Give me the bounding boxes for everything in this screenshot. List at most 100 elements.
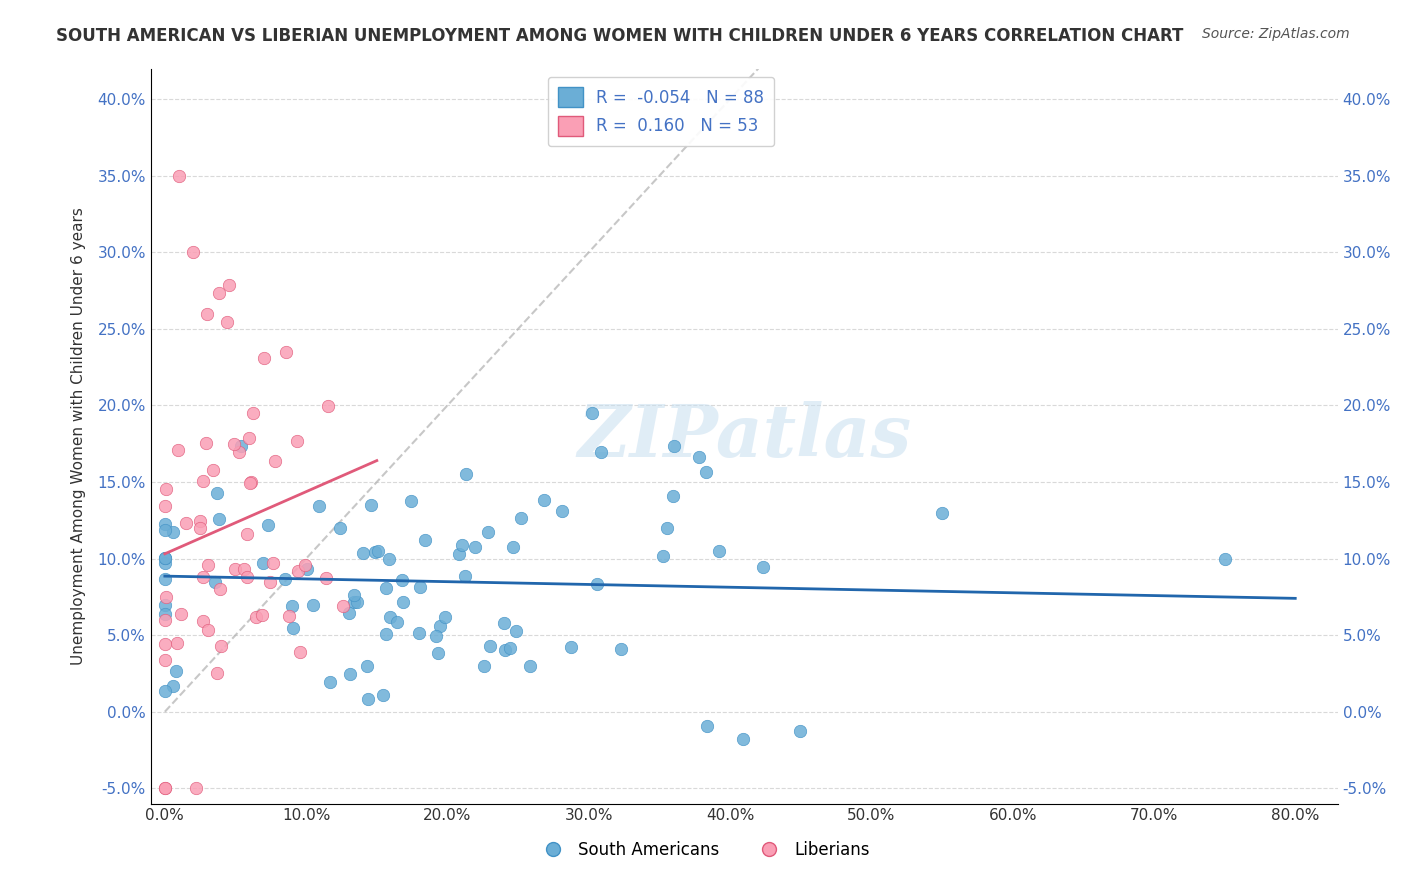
South Americans bbox=[356, 659, 378, 673]
South Americans bbox=[153, 684, 176, 698]
Liberians bbox=[224, 562, 246, 576]
Liberians bbox=[236, 570, 259, 584]
Liberians bbox=[264, 453, 287, 467]
Y-axis label: Unemployment Among Women with Children Under 6 years: Unemployment Among Women with Children U… bbox=[72, 207, 86, 665]
South Americans bbox=[472, 658, 495, 673]
Liberians bbox=[195, 307, 218, 321]
South Americans bbox=[707, 544, 730, 558]
South Americans bbox=[339, 667, 361, 681]
South Americans bbox=[283, 621, 305, 635]
Liberians bbox=[236, 526, 259, 541]
South Americans bbox=[662, 489, 685, 503]
Liberians bbox=[166, 635, 188, 649]
South Americans bbox=[295, 562, 318, 576]
South Americans bbox=[931, 506, 953, 520]
Liberians bbox=[287, 434, 309, 448]
Liberians bbox=[191, 570, 214, 584]
Liberians bbox=[194, 435, 217, 450]
Legend: South Americans, Liberians: South Americans, Liberians bbox=[530, 835, 876, 866]
Liberians bbox=[290, 644, 312, 658]
Liberians bbox=[184, 781, 207, 796]
South Americans bbox=[451, 538, 474, 552]
South Americans bbox=[655, 521, 678, 535]
South Americans bbox=[252, 556, 274, 570]
South Americans bbox=[357, 692, 380, 706]
Liberians bbox=[242, 406, 264, 420]
South Americans bbox=[478, 639, 501, 653]
South Americans bbox=[364, 545, 387, 559]
South Americans bbox=[408, 626, 430, 640]
Liberians bbox=[191, 615, 214, 629]
South Americans bbox=[589, 445, 612, 459]
South Americans bbox=[733, 731, 755, 746]
South Americans bbox=[342, 595, 364, 609]
Liberians bbox=[218, 277, 240, 292]
South Americans bbox=[205, 486, 228, 500]
Liberians bbox=[318, 399, 340, 413]
South Americans bbox=[434, 610, 457, 624]
Liberians bbox=[239, 476, 262, 491]
South Americans bbox=[695, 465, 717, 479]
South Americans bbox=[329, 521, 352, 535]
Liberians bbox=[205, 665, 228, 680]
South Americans bbox=[371, 688, 394, 702]
Liberians bbox=[174, 516, 197, 530]
South Americans bbox=[510, 510, 533, 524]
Liberians bbox=[197, 624, 219, 638]
South Americans bbox=[688, 450, 710, 464]
South Americans bbox=[208, 511, 231, 525]
South Americans bbox=[477, 524, 499, 539]
Liberians bbox=[153, 653, 176, 667]
South Americans bbox=[505, 624, 527, 638]
South Americans bbox=[153, 551, 176, 566]
South Americans bbox=[367, 543, 389, 558]
Text: ZIPatlas: ZIPatlas bbox=[576, 401, 911, 472]
South Americans bbox=[153, 517, 176, 532]
South Americans bbox=[377, 552, 399, 566]
South Americans bbox=[502, 540, 524, 554]
South Americans bbox=[408, 580, 430, 594]
Text: Source: ZipAtlas.com: Source: ZipAtlas.com bbox=[1202, 27, 1350, 41]
South Americans bbox=[662, 438, 685, 452]
South Americans bbox=[392, 595, 415, 609]
Liberians bbox=[315, 571, 337, 585]
South Americans bbox=[401, 493, 423, 508]
Liberians bbox=[190, 514, 212, 528]
South Americans bbox=[586, 577, 609, 591]
South Americans bbox=[204, 575, 226, 590]
Liberians bbox=[277, 608, 299, 623]
Liberians bbox=[170, 607, 193, 621]
Liberians bbox=[232, 562, 254, 576]
Liberians bbox=[238, 431, 260, 445]
Liberians bbox=[193, 474, 215, 488]
Liberians bbox=[274, 345, 297, 359]
South Americans bbox=[375, 627, 398, 641]
Liberians bbox=[153, 781, 176, 796]
South Americans bbox=[610, 642, 633, 657]
Liberians bbox=[202, 463, 225, 477]
Liberians bbox=[253, 351, 276, 365]
South Americans bbox=[789, 723, 811, 738]
South Americans bbox=[454, 467, 477, 481]
Liberians bbox=[155, 590, 177, 604]
South Americans bbox=[752, 560, 775, 574]
South Americans bbox=[162, 679, 184, 693]
South Americans bbox=[385, 615, 408, 629]
South Americans bbox=[581, 406, 603, 420]
South Americans bbox=[360, 499, 382, 513]
Liberians bbox=[240, 475, 263, 489]
South Americans bbox=[551, 504, 574, 518]
South Americans bbox=[153, 572, 176, 586]
Liberians bbox=[262, 556, 284, 570]
South Americans bbox=[319, 674, 342, 689]
South Americans bbox=[337, 606, 360, 620]
South Americans bbox=[429, 618, 451, 632]
South Americans bbox=[231, 439, 253, 453]
South Americans bbox=[165, 664, 187, 678]
South Americans bbox=[391, 573, 413, 587]
South Americans bbox=[274, 572, 297, 586]
South Americans bbox=[308, 499, 330, 513]
South Americans bbox=[560, 640, 582, 655]
Liberians bbox=[153, 781, 176, 796]
Liberians bbox=[188, 521, 211, 535]
